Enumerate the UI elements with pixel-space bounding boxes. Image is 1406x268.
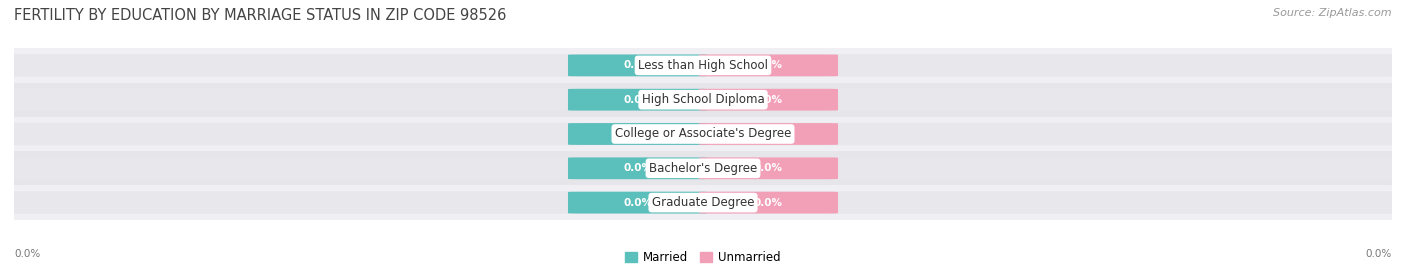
- Text: 0.0%: 0.0%: [623, 60, 652, 70]
- Text: Bachelor's Degree: Bachelor's Degree: [650, 162, 756, 175]
- FancyBboxPatch shape: [3, 88, 1403, 111]
- Text: 0.0%: 0.0%: [623, 95, 652, 105]
- FancyBboxPatch shape: [699, 89, 838, 111]
- Bar: [14, 185, 1392, 220]
- Text: Source: ZipAtlas.com: Source: ZipAtlas.com: [1274, 8, 1392, 18]
- FancyBboxPatch shape: [699, 123, 838, 145]
- Bar: [14, 83, 1392, 117]
- Text: High School Diploma: High School Diploma: [641, 93, 765, 106]
- Bar: [14, 117, 1392, 151]
- FancyBboxPatch shape: [568, 123, 707, 145]
- FancyBboxPatch shape: [568, 54, 707, 76]
- Text: 0.0%: 0.0%: [754, 129, 783, 139]
- FancyBboxPatch shape: [3, 157, 1403, 180]
- FancyBboxPatch shape: [568, 157, 707, 179]
- FancyBboxPatch shape: [3, 191, 1403, 214]
- FancyBboxPatch shape: [3, 54, 1403, 77]
- Text: Graduate Degree: Graduate Degree: [652, 196, 754, 209]
- FancyBboxPatch shape: [568, 192, 707, 214]
- Text: 0.0%: 0.0%: [754, 95, 783, 105]
- Bar: [14, 48, 1392, 83]
- Text: 0.0%: 0.0%: [14, 249, 41, 259]
- Bar: [14, 151, 1392, 185]
- Legend: Married, Unmarried: Married, Unmarried: [620, 246, 786, 268]
- Text: 0.0%: 0.0%: [754, 198, 783, 208]
- Text: Less than High School: Less than High School: [638, 59, 768, 72]
- Text: 0.0%: 0.0%: [1365, 249, 1392, 259]
- Text: 0.0%: 0.0%: [623, 163, 652, 173]
- FancyBboxPatch shape: [3, 123, 1403, 145]
- Text: FERTILITY BY EDUCATION BY MARRIAGE STATUS IN ZIP CODE 98526: FERTILITY BY EDUCATION BY MARRIAGE STATU…: [14, 8, 506, 23]
- Text: 0.0%: 0.0%: [623, 198, 652, 208]
- Text: 0.0%: 0.0%: [623, 129, 652, 139]
- Text: College or Associate's Degree: College or Associate's Degree: [614, 128, 792, 140]
- Text: 0.0%: 0.0%: [754, 60, 783, 70]
- FancyBboxPatch shape: [568, 89, 707, 111]
- FancyBboxPatch shape: [699, 192, 838, 214]
- Text: 0.0%: 0.0%: [754, 163, 783, 173]
- FancyBboxPatch shape: [699, 54, 838, 76]
- FancyBboxPatch shape: [699, 157, 838, 179]
